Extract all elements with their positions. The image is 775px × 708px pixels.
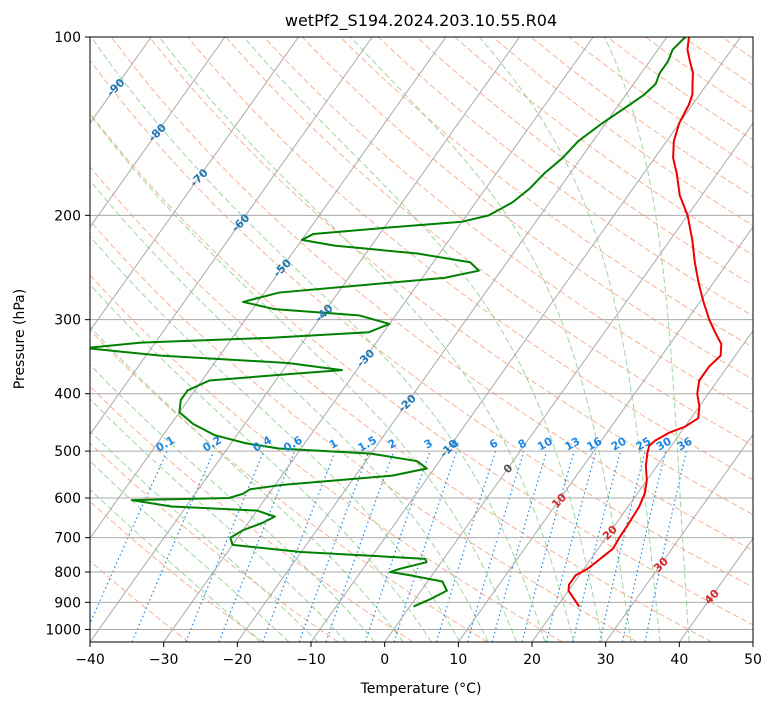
- moist-adiabat-line: [478, 37, 661, 642]
- dry-adiabat-line: [90, 59, 753, 588]
- x-tick-label: −20: [223, 652, 253, 668]
- y-tick-label: 200: [54, 208, 81, 224]
- isotherm-line: [90, 37, 373, 436]
- x-tick-label: 50: [744, 652, 762, 668]
- moist-adiabat-line: [90, 430, 319, 642]
- x-tick-label: −10: [296, 652, 326, 668]
- isotherm-line: [90, 37, 520, 642]
- dry-adiabat-line: [90, 112, 753, 626]
- isotherm-line: [457, 226, 753, 642]
- dry-adiabat-line: [90, 385, 414, 642]
- x-tick-label: 30: [597, 652, 615, 668]
- y-axis-label: Pressure (hPa): [12, 289, 28, 389]
- mixing-ratio-line: [262, 450, 336, 642]
- mixing-ratio-line: [218, 450, 296, 642]
- y-axis-ticks: 100 200 300 400 500 600 700 800 900 1000: [45, 30, 90, 638]
- y-tick-label: 500: [54, 444, 81, 460]
- isotherm-line: [90, 37, 226, 228]
- isotherm-line: [163, 37, 594, 642]
- dewpoint-line: [90, 37, 687, 608]
- dry-adiabat-line: [90, 329, 488, 642]
- dry-adiabat-line: [339, 37, 753, 349]
- dry-adiabat-line: [90, 166, 712, 642]
- moist-adiabat-line: [158, 37, 575, 642]
- dry-adiabat-line: [225, 37, 753, 447]
- dry-adiabat-line: [568, 37, 753, 169]
- isobars: [90, 37, 753, 630]
- temperature-line: [567, 37, 723, 608]
- x-tick-label: 10: [449, 652, 467, 668]
- isotherm-line: [384, 122, 753, 642]
- isotherm-line: [678, 537, 753, 642]
- moist-adiabat-line: [90, 363, 376, 642]
- plot-background: [90, 37, 753, 642]
- mixing-ratio-line: [466, 450, 525, 642]
- y-tick-label: 600: [54, 491, 81, 507]
- mixing-ratio-line: [644, 450, 688, 642]
- dry-adiabat-line: [378, 37, 753, 317]
- moist-adiabat-line: [90, 488, 261, 642]
- x-axis-label: Temperature (°C): [360, 681, 482, 697]
- moist-adiabat-line: [604, 37, 690, 642]
- plot-area: -100-90-80-70-60-50-40-30-20-10010203040…: [90, 37, 753, 642]
- moist-adiabat-line: [90, 113, 517, 642]
- chart-title: wetPf2_S194.2024.203.10.55.R04: [285, 11, 557, 31]
- x-tick-label: 20: [523, 652, 541, 668]
- dry-adiabat-line: [263, 37, 753, 413]
- isotherm-line: [605, 433, 753, 642]
- moist-adiabat-line: [90, 235, 461, 642]
- moist-adiabat-line: [243, 37, 603, 642]
- dry-adiabat-line: [110, 37, 753, 551]
- dry-adiabat-line: [90, 500, 264, 642]
- y-tick-label: 100: [54, 30, 81, 46]
- y-tick-label: 1000: [45, 622, 81, 638]
- moist-adiabat-line: [90, 37, 546, 642]
- moist-adiabat-line: [350, 37, 632, 642]
- isotherm-line: [236, 37, 668, 642]
- isotherm-line: [90, 37, 299, 332]
- isotherm-line: [310, 37, 741, 642]
- y-tick-label: 800: [54, 565, 81, 581]
- y-tick-label: 700: [54, 531, 81, 547]
- dry-adiabats: [90, 37, 753, 642]
- y-tick-label: 400: [54, 387, 81, 403]
- y-tick-label: 900: [54, 595, 81, 611]
- plot-frame: [89, 36, 754, 643]
- dry-adiabat-line: [187, 37, 753, 481]
- sounding-profiles: [90, 37, 723, 608]
- isotherm-line: [531, 329, 753, 642]
- x-tick-label: −30: [149, 652, 179, 668]
- x-tick-label: 0: [380, 652, 389, 668]
- x-tick-label: −40: [75, 652, 105, 668]
- x-axis-ticks: −40 −30 −20 −10 0 10 20 30 40 50: [75, 642, 762, 668]
- moist-adiabat-line: [90, 179, 489, 642]
- dry-adiabat-line: [149, 37, 753, 516]
- y-tick-label: 300: [54, 313, 81, 329]
- dry-adiabat-line: [416, 37, 753, 286]
- moist-adiabat-line: [90, 398, 347, 642]
- moist-adiabats: [90, 37, 690, 642]
- dry-adiabat-line: [301, 37, 753, 380]
- x-tick-label: 40: [670, 652, 688, 668]
- isotherms: [90, 37, 753, 642]
- dry-adiabat-line: [90, 274, 563, 642]
- mixing-ratio-line: [435, 450, 497, 642]
- mixing-ratio-line: [364, 450, 431, 642]
- dry-adiabat-line: [530, 37, 753, 198]
